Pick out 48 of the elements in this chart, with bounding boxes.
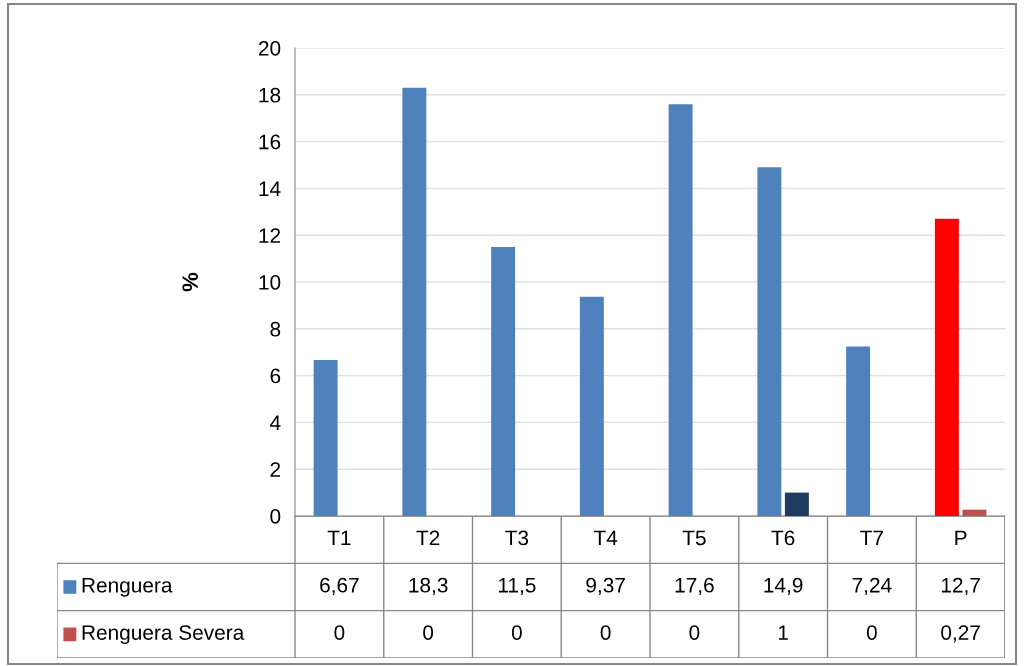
- x-tick-label: T7: [860, 530, 883, 546]
- x-tick-label: T6: [771, 530, 795, 546]
- bar: [402, 87, 427, 516]
- data-label: 0: [423, 625, 434, 640]
- y-axis-title: %: [182, 272, 198, 292]
- bar: [313, 359, 338, 516]
- y-tick-label: 6: [270, 368, 281, 384]
- data-label: 1: [778, 625, 788, 640]
- data-label: 0,27: [941, 625, 980, 643]
- y-tick-label: 12: [259, 228, 281, 243]
- x-tick-label: T4: [593, 530, 618, 546]
- x-tick-label: P: [955, 530, 967, 546]
- bar: [579, 296, 604, 516]
- legend-label: Renguera Severa: [82, 625, 245, 645]
- y-tick-label: 14: [259, 181, 281, 196]
- bar: [934, 218, 959, 516]
- data-label: 18,3: [409, 577, 448, 596]
- data-label: 0: [334, 625, 345, 640]
- y-tick-label: 2: [270, 462, 281, 477]
- bar: [784, 492, 809, 516]
- data-label: 9,37: [586, 577, 625, 596]
- bar: [491, 246, 516, 516]
- y-tick-label: 18: [259, 87, 281, 103]
- data-label: 14,9: [764, 577, 803, 596]
- x-tick-label: T3: [505, 530, 529, 546]
- y-tick-label: 16: [259, 134, 281, 150]
- y-tick-label: 20: [258, 41, 281, 56]
- bar: [757, 167, 782, 516]
- data-label: 0: [689, 625, 700, 640]
- data-label: 0: [866, 625, 877, 640]
- data-label: 11,5: [498, 578, 536, 596]
- data-label: 17,6: [675, 577, 714, 596]
- data-label: 12,7: [941, 577, 980, 596]
- y-tick-label: 8: [270, 321, 281, 337]
- y-tick-label: 10: [259, 275, 281, 290]
- bar: [668, 104, 693, 516]
- data-label: 7,24: [852, 577, 892, 596]
- data-label: 0: [600, 625, 611, 640]
- data-label: 0: [511, 625, 522, 640]
- y-tick-label: 4: [270, 415, 281, 430]
- legend-label: Renguera: [82, 578, 173, 597]
- bar: [962, 509, 987, 516]
- x-tick-label: T2: [416, 530, 440, 546]
- x-tick-label: T1: [327, 530, 351, 546]
- data-label: 6,67: [320, 577, 359, 596]
- bar: [846, 346, 871, 516]
- x-tick-label: T5: [682, 530, 706, 546]
- y-tick-label: 0: [270, 509, 281, 524]
